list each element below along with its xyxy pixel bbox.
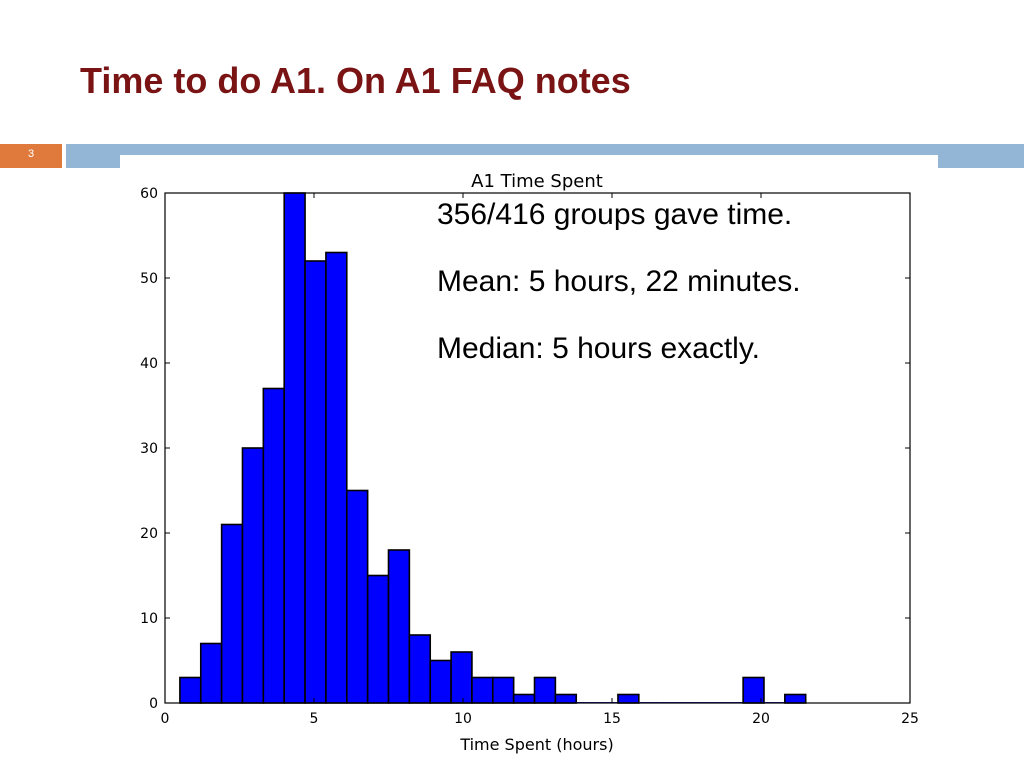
note-groups: 356/416 groups gave time. — [437, 198, 793, 231]
histogram-bar — [304, 260, 327, 704]
histogram-bar — [491, 676, 515, 704]
histogram-bar — [366, 574, 390, 704]
histogram-bar — [471, 676, 494, 704]
histogram-bar — [512, 693, 536, 704]
histogram-bar — [387, 549, 411, 704]
slide-number: 3 — [27, 148, 35, 160]
y-tick-label: 20 — [140, 526, 158, 542]
chart-title: A1 Time Spent — [471, 171, 603, 192]
y-tick-label: 0 — [149, 696, 158, 712]
histogram-bar — [784, 693, 807, 704]
note-median: Median: 5 hours exactly. — [437, 332, 760, 365]
histogram-bar — [429, 659, 452, 704]
histogram-bar — [325, 251, 348, 704]
histogram-bar — [345, 489, 369, 704]
x-tick-label: 5 — [310, 711, 319, 727]
histogram-bar — [241, 447, 265, 704]
y-tick-label: 50 — [140, 271, 158, 287]
bars-layer — [179, 192, 807, 704]
x-tick-label: 15 — [603, 711, 621, 727]
y-tick-label: 40 — [140, 356, 158, 372]
x-tick-label: 20 — [752, 711, 770, 727]
slide-number-bar — [0, 144, 62, 168]
y-tick-label: 10 — [140, 611, 158, 627]
histogram-bar — [617, 693, 640, 704]
x-axis-label: Time Spent (hours) — [459, 735, 613, 754]
histogram-bar — [554, 693, 578, 704]
note-mean: Mean: 5 hours, 22 minutes. — [437, 265, 801, 298]
histogram-bar — [533, 676, 557, 704]
slide-title: Time to do A1. On A1 FAQ notes — [80, 60, 631, 101]
axes-layer: 0 10 20 30 40 50 60 0 5 10 15 20 25 — [140, 186, 919, 727]
histogram-bar — [408, 634, 432, 704]
histogram-bar — [199, 642, 223, 704]
histogram-bar — [179, 676, 202, 704]
x-tick-label: 10 — [454, 711, 472, 727]
x-tick-label: 25 — [901, 711, 919, 727]
y-tick-label: 30 — [140, 441, 158, 457]
histogram-bar — [262, 387, 285, 704]
histogram-bar — [283, 192, 306, 704]
histogram-bar — [450, 651, 473, 704]
x-tick-label: 0 — [161, 711, 170, 727]
y-tick-label: 60 — [140, 186, 158, 202]
histogram-bar — [220, 523, 244, 704]
